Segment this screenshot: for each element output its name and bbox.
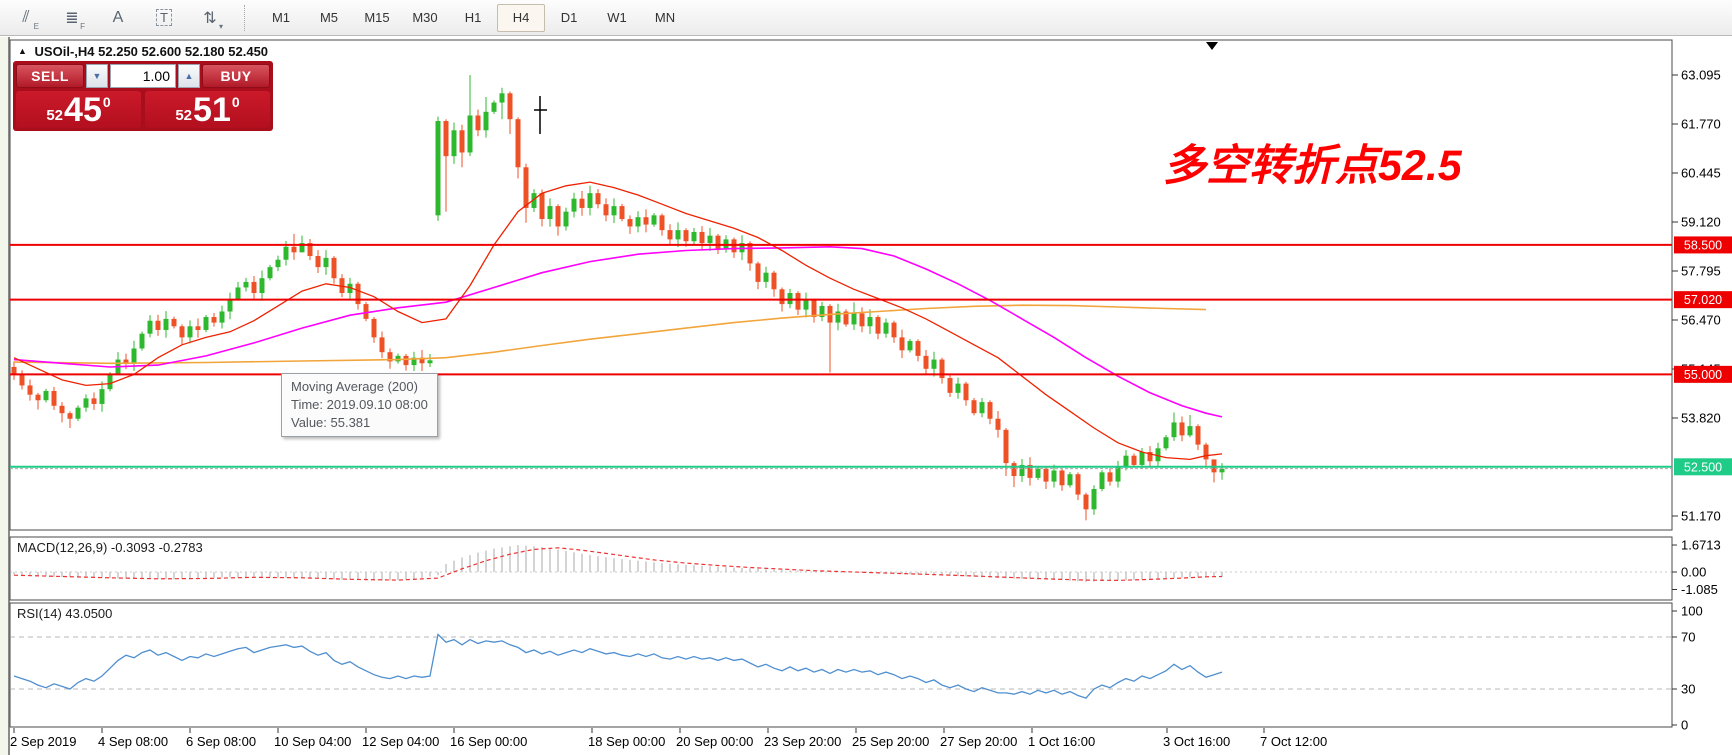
arrows-tool-icon[interactable]: ⇅ ▾ (203, 9, 223, 31)
rsi-tick-label: 0 (1681, 718, 1688, 733)
fibo-grid-icon[interactable]: ≣ F (65, 9, 85, 31)
symbol-label: USOil-,H4 (34, 44, 95, 59)
price-tick-label: 51.170 (1681, 508, 1721, 523)
time-axis[interactable]: 2 Sep 2019 4 Sep 08:00 6 Sep 08:00 10 Sep 0… (10, 728, 1327, 749)
timeframe-button-m30[interactable]: M30 (412, 10, 438, 25)
price-axis[interactable]: 63.09561.77060.44559.12057.79556.47055.1… (1672, 68, 1732, 733)
time-tick-label: 20 Sep 00:00 (676, 734, 753, 749)
price-tick-label: 53.820 (1681, 410, 1721, 425)
timeframe-group: M1 M5 M15 M30 H1 H4 D1 W1 MN (244, 3, 689, 32)
buy-price-small: 52 (175, 107, 193, 124)
price-tick-label: 57.795 (1681, 263, 1721, 278)
timeframe-button-mn[interactable]: MN (654, 10, 676, 25)
hline-price-label: 55.000 (1684, 368, 1722, 382)
trade-panel: SELL ▼ 1.00 ▲ BUY 52 45 0 52 51 0 (13, 61, 273, 131)
equidistant-channel-icon[interactable]: ⫽ E (22, 8, 39, 31)
rsi-tick-label: 30 (1681, 682, 1695, 697)
price-tick-label: 63.095 (1681, 68, 1721, 83)
buy-price-big: 51 (193, 90, 231, 129)
doji-candle-marker (534, 96, 547, 134)
sell-price-big: 45 (64, 90, 102, 129)
macd-panel (11, 545, 1671, 583)
sell-price-small: 52 (46, 107, 64, 124)
label-icon[interactable]: T (148, 3, 180, 33)
time-tick-label: 7 Oct 12:00 (1260, 734, 1327, 749)
timeframe-button-m15[interactable]: M15 (364, 10, 390, 25)
tooltip-time: Time: 2019.09.10 08:00 (291, 397, 428, 412)
volume-up-button[interactable]: ▲ (178, 64, 200, 88)
moving-averages-group (13, 181, 1223, 461)
time-tick-label: 27 Sep 20:00 (940, 734, 1017, 749)
time-tick-label: 1 Oct 16:00 (1028, 734, 1095, 749)
sell-price-sup: 0 (102, 94, 111, 110)
time-tick-label: 25 Sep 20:00 (852, 734, 929, 749)
sell-button[interactable]: SELL (16, 64, 84, 88)
time-tick-label: 23 Sep 20:00 (764, 734, 841, 749)
tooltip-value: Value: 55.381 (291, 415, 371, 430)
timeframe-button-h4[interactable]: H4 (497, 3, 545, 32)
timeframe-button-h1[interactable]: H1 (464, 10, 482, 25)
hline-price-label: 58.500 (1684, 238, 1722, 252)
time-tick-label: 4 Sep 08:00 (98, 734, 168, 749)
price-tick-label: 56.470 (1681, 312, 1721, 327)
time-tick-label: 2 Sep 2019 (10, 734, 77, 749)
collapse-arrow-icon[interactable]: ▲ (18, 46, 27, 56)
hline-price-label: 57.020 (1684, 293, 1722, 307)
time-tick-label: 12 Sep 04:00 (362, 734, 439, 749)
price-tick-label: 60.445 (1681, 165, 1721, 180)
macd-tick-label: 0.00 (1681, 565, 1706, 580)
ohlc-header: ▲ USOil-,H4 52.250 52.600 52.180 52.450 (18, 44, 268, 59)
buy-price-display[interactable]: 52 51 0 (145, 91, 270, 128)
tooltip-title: Moving Average (200) (291, 379, 418, 394)
rsi-tick-label: 70 (1681, 630, 1695, 645)
buy-button[interactable]: BUY (202, 64, 270, 88)
drawing-tools-group: ⫽ E ≣ F A T ⇅ ▾ (10, 3, 226, 33)
toolbar: ⫽ E ≣ F A T ⇅ ▾ M1 M5 M15 M30 H1 H4 D1 W1 MN (0, 0, 1732, 36)
time-tick-label: 6 Sep 08:00 (186, 734, 256, 749)
rsi-panel (11, 633, 1671, 699)
macd-tick-label: -1.085 (1681, 582, 1718, 597)
hline-price-label: 52.500 (1684, 460, 1722, 474)
rsi-tick-label: 100 (1681, 604, 1703, 619)
timeframe-button-w1[interactable]: W1 (607, 10, 627, 25)
macd-label: MACD(12,26,9) -0.3093 -0.2783 (17, 540, 203, 555)
volume-input[interactable]: 1.00 (110, 64, 176, 88)
timeframe-button-m5[interactable]: M5 (319, 10, 339, 25)
rsi-label: RSI(14) 43.0500 (17, 606, 113, 621)
time-tick-label: 16 Sep 00:00 (450, 734, 527, 749)
chart-annotation-text: 多空转折点52.5 (1163, 142, 1462, 190)
indicator-tooltip: Moving Average (200) Time: 2019.09.10 08… (281, 373, 438, 437)
horizontal-lines-group[interactable] (10, 243, 1672, 470)
timeframe-button-m1[interactable]: M1 (271, 10, 291, 25)
time-tick-label: 10 Sep 04:00 (274, 734, 351, 749)
price-tick-label: 59.120 (1681, 214, 1721, 229)
buy-price-sup: 0 (231, 94, 240, 110)
chart-shift-marker[interactable] (1206, 42, 1218, 50)
volume-down-button[interactable]: ▼ (86, 64, 108, 88)
sell-price-display[interactable]: 52 45 0 (16, 91, 141, 128)
macd-tick-label: 1.6713 (1681, 538, 1721, 553)
text-icon[interactable]: A (112, 8, 124, 26)
time-tick-label: 18 Sep 00:00 (588, 734, 665, 749)
timeframe-button-d1[interactable]: D1 (560, 10, 578, 25)
price-tick-label: 61.770 (1681, 116, 1721, 131)
ohlc-values: 52.250 52.600 52.180 52.450 (98, 44, 269, 59)
time-tick-label: 3 Oct 16:00 (1163, 734, 1230, 749)
